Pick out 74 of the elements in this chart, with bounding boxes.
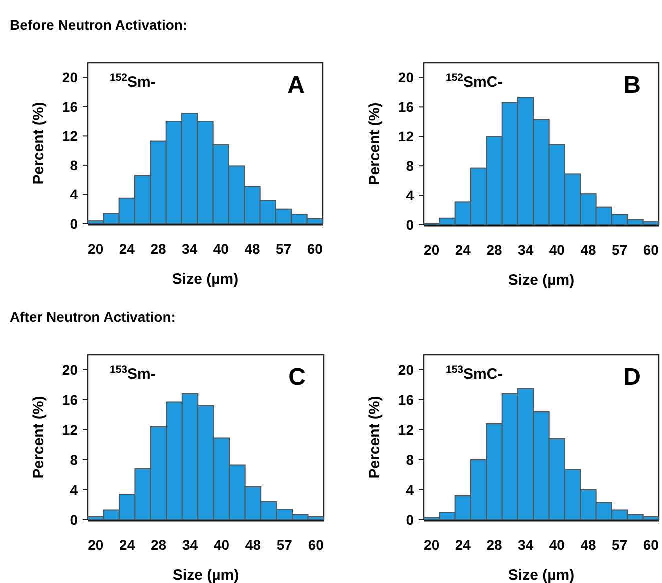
chart-title: Before Neutron Activation: bbox=[10, 17, 188, 33]
y-tick-label: 8 bbox=[406, 158, 414, 174]
y-tick-label: 8 bbox=[70, 452, 78, 468]
x-tick-label: 28 bbox=[486, 242, 502, 258]
x-tick-label: 57 bbox=[612, 242, 628, 258]
y-tick-label: 16 bbox=[62, 392, 78, 408]
x-tick-label: 34 bbox=[518, 537, 534, 553]
y-tick-label: 4 bbox=[70, 482, 78, 498]
x-tick-label: 20 bbox=[88, 537, 104, 553]
x-tick-label: 40 bbox=[549, 537, 566, 553]
x-tick-label: 24 bbox=[455, 537, 472, 553]
chart-title: After Neutron Activation: bbox=[10, 309, 176, 325]
x-tick-label: 57 bbox=[276, 537, 293, 553]
y-tick-label: 4 bbox=[70, 186, 78, 203]
y-axis-title: Percent (%) bbox=[366, 396, 384, 479]
y-tick-label: 20 bbox=[62, 70, 78, 86]
y-tick-label: 4 bbox=[406, 187, 414, 204]
y-tick-label: 16 bbox=[62, 98, 78, 115]
y-axis-title: Percent (%) bbox=[366, 102, 384, 186]
y-tick-label: 16 bbox=[398, 99, 414, 116]
x-tick-label: 34 bbox=[518, 242, 534, 258]
x-tick-label: 28 bbox=[151, 537, 167, 553]
y-tick-label: 4 bbox=[406, 482, 414, 498]
y-tick-label: 12 bbox=[62, 128, 78, 144]
y-tick-label: 12 bbox=[62, 422, 78, 438]
x-axis-title: Size (µm) bbox=[172, 271, 239, 288]
x-tick-label: 20 bbox=[424, 242, 440, 258]
x-tick-label: 57 bbox=[612, 537, 628, 553]
y-axis-title: Percent (%) bbox=[30, 396, 48, 479]
annotation: D bbox=[624, 364, 641, 391]
x-tick-label: 60 bbox=[307, 241, 324, 257]
y-tick-label: 0 bbox=[406, 512, 414, 528]
x-tick-label: 24 bbox=[120, 537, 136, 553]
annotation: $^{152}$SmC- bbox=[446, 72, 503, 91]
x-tick-label: 34 bbox=[182, 537, 198, 553]
x-axis-title: Size (µm) bbox=[508, 272, 575, 289]
x-tick-label: 60 bbox=[643, 242, 660, 258]
x-tick-label: 34 bbox=[182, 241, 198, 257]
x-tick-label: 48 bbox=[580, 537, 596, 553]
x-tick-label: 48 bbox=[244, 241, 260, 257]
y-axis-title: Percent (%) bbox=[30, 102, 48, 185]
x-tick-label: 60 bbox=[643, 537, 660, 553]
annotation: C bbox=[288, 364, 306, 391]
y-tick-label: 8 bbox=[406, 452, 414, 468]
y-tick-label: 0 bbox=[70, 216, 78, 232]
annotation: B bbox=[624, 72, 641, 99]
x-tick-label: 20 bbox=[424, 537, 440, 553]
y-tick-label: 20 bbox=[398, 70, 414, 86]
x-tick-label: 40 bbox=[213, 241, 230, 257]
y-tick-label: 12 bbox=[398, 422, 414, 438]
x-tick-label: 24 bbox=[119, 241, 136, 257]
x-tick-label: 60 bbox=[308, 537, 324, 553]
annotation: $^{153}$Sm- bbox=[110, 364, 156, 383]
y-tick-label: 0 bbox=[406, 216, 414, 233]
x-tick-label: 48 bbox=[245, 537, 262, 553]
annotation: $^{153}$SmC- bbox=[446, 364, 503, 383]
x-tick-label: 40 bbox=[214, 537, 230, 553]
y-tick-label: 20 bbox=[62, 362, 78, 378]
y-tick-label: 0 bbox=[70, 512, 78, 528]
annotation: A bbox=[288, 72, 305, 99]
x-axis-title: Size (µm) bbox=[172, 567, 240, 583]
y-tick-label: 8 bbox=[70, 157, 78, 174]
y-tick-label: 12 bbox=[398, 128, 414, 145]
y-tick-label: 20 bbox=[398, 362, 414, 378]
y-tick-label: 16 bbox=[398, 392, 414, 408]
x-tick-label: 48 bbox=[580, 242, 596, 258]
x-tick-label: 20 bbox=[88, 241, 104, 257]
annotation: $^{152}$Sm- bbox=[110, 72, 156, 91]
x-tick-label: 24 bbox=[455, 242, 472, 258]
x-axis-title: Size (µm) bbox=[508, 567, 575, 583]
x-tick-label: 28 bbox=[486, 537, 502, 553]
x-tick-label: 28 bbox=[150, 241, 166, 257]
x-tick-label: 57 bbox=[276, 241, 292, 257]
x-tick-label: 40 bbox=[549, 242, 566, 258]
